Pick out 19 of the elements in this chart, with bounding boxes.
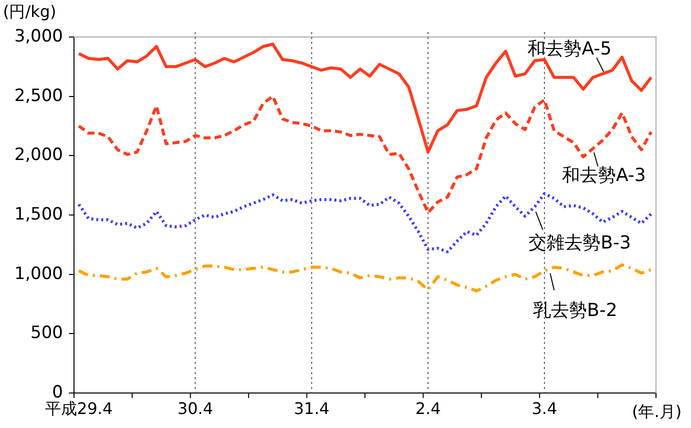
- series-label: 乳去勢B-2: [533, 300, 618, 321]
- x-axis-title: (年.月): [632, 402, 682, 422]
- y-tick-label: 1,000: [14, 264, 63, 284]
- x-tick-label: 31.4: [294, 398, 330, 418]
- x-tick-label: 3.4: [532, 398, 558, 418]
- line-series: [77, 263, 653, 292]
- y-tick-label: 1,500: [14, 204, 63, 224]
- line-series: [77, 192, 653, 254]
- y-tick-label: 2,000: [14, 145, 63, 166]
- y-tick-label: 500: [30, 323, 63, 344]
- y-tick-label: 3,000: [14, 26, 63, 46]
- y-tick-label: 2,500: [14, 86, 63, 106]
- series-label: 交雑去勢B-3: [528, 232, 631, 254]
- line-series: [77, 94, 653, 214]
- x-tick-label: 2.4: [415, 398, 441, 418]
- x-tick-label: 30.4: [177, 398, 214, 418]
- series-label: 和去勢A-5: [528, 38, 612, 60]
- y-axis-title: (円/kg): [3, 2, 56, 22]
- series-label: 和去勢A-3: [562, 165, 646, 186]
